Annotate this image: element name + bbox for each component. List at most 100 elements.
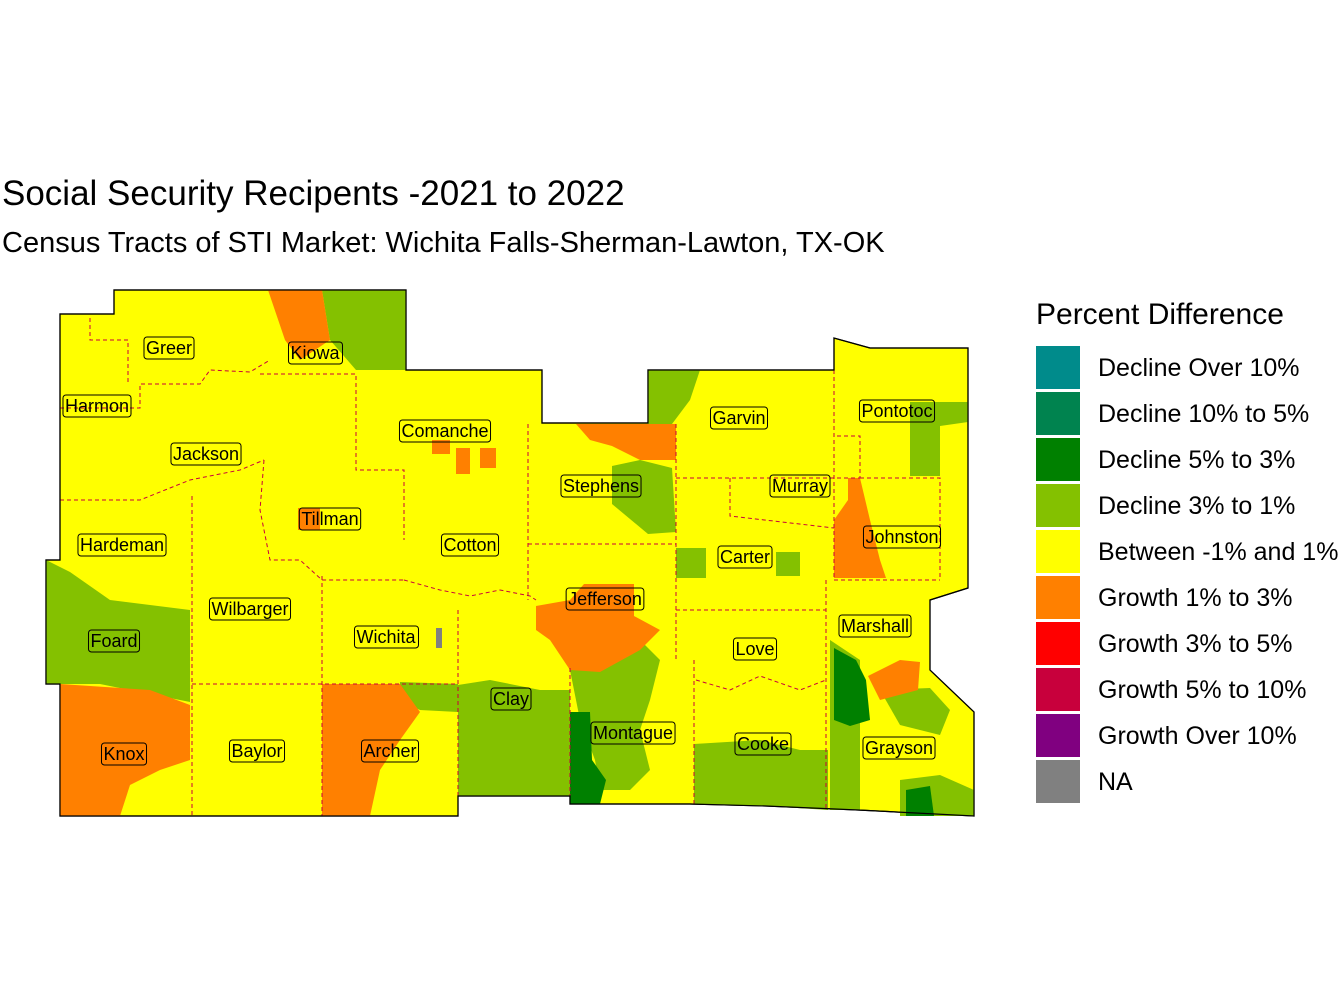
county-label-text: Cotton: [443, 535, 496, 555]
county-label-box: [398, 419, 492, 443]
stephens-ne-tract: [576, 424, 676, 460]
county-label-stephens: Stephens: [560, 474, 642, 498]
legend-label: Between -1% and 1%: [1098, 538, 1339, 566]
montague-dark-tract: [570, 712, 606, 804]
boundary: [60, 459, 265, 501]
county-label-murray: Murray: [769, 474, 831, 498]
county-label-box: [87, 629, 141, 653]
county-label-baylor: Baylor: [228, 739, 286, 763]
legend-swatch: [1036, 438, 1080, 481]
county-label-text: Montague: [593, 723, 673, 743]
grayson-east-tract: [880, 688, 950, 735]
county-label-marshall: Marshall: [838, 614, 912, 638]
county-label-text: Wilbarger: [211, 599, 288, 619]
county-label-box: [62, 394, 132, 418]
kiowa-ne-tract: [322, 290, 406, 370]
legend-label: Growth Over 10%: [1098, 722, 1297, 750]
county-label-box: [170, 442, 242, 466]
county-label-box: [862, 736, 936, 760]
wichita-na-tract: [436, 628, 442, 648]
region-border: [45, 289, 975, 817]
county-label-text: Tillman: [301, 509, 358, 529]
county-label-wilbarger: Wilbarger: [208, 597, 292, 621]
legend-label: Decline 5% to 3%: [1098, 446, 1296, 474]
county-label-text: Kiowa: [290, 343, 340, 363]
county-label-box: [440, 533, 500, 557]
legend-label: Decline 3% to 1%: [1098, 492, 1296, 520]
county-label-box: [709, 406, 769, 430]
pontotoc-tract: [910, 402, 968, 476]
map-title: Social Security Recipents -2021 to 2022: [2, 174, 625, 213]
county-label-box: [732, 637, 778, 661]
legend-label: Growth 5% to 10%: [1098, 676, 1307, 704]
county-label-text: Jackson: [173, 444, 239, 464]
clay-tract: [458, 680, 570, 796]
county-label-text: Archer: [363, 741, 416, 761]
marshall-tract: [868, 660, 920, 700]
county-label-kiowa: Kiowa: [287, 341, 343, 365]
county-label-box: [490, 687, 532, 711]
decline-5-to-3-areas: [570, 648, 934, 816]
johnston-tract: [834, 478, 886, 578]
county-label-knox: Knox: [100, 742, 148, 766]
county-label-box: [862, 525, 942, 549]
cooke-tract: [694, 740, 828, 810]
county-label-box: [717, 545, 773, 569]
county-label-text: Pontotoc: [861, 401, 932, 421]
boundary: [729, 478, 835, 529]
county-label-box: [298, 507, 362, 531]
archer-tract: [322, 684, 420, 816]
legend-swatch: [1036, 668, 1080, 711]
county-label-text: Foard: [90, 631, 137, 651]
legend-swatch: [1036, 484, 1080, 527]
county-label-text: Greer: [146, 338, 192, 358]
county-label-tillman: Tillman: [298, 507, 362, 531]
boundary: [60, 359, 271, 409]
county-label-harmon: Harmon: [62, 394, 132, 418]
county-label-hardeman: Hardeman: [77, 533, 167, 557]
county-label-comanche: Comanche: [398, 419, 492, 443]
county-label-text: Stephens: [563, 476, 639, 496]
county-label-box: [360, 739, 420, 763]
legend-title: Percent Difference: [1036, 298, 1284, 331]
county-label-box: [100, 742, 148, 766]
county-label-text: Wichita: [356, 627, 416, 647]
boundary: [260, 373, 405, 540]
county-label-cooke: Cooke: [734, 732, 792, 756]
county-label-clay: Clay: [490, 687, 532, 711]
jefferson-tract: [536, 584, 660, 672]
county-label-text: Baylor: [231, 741, 282, 761]
legend-swatch: [1036, 392, 1080, 435]
county-label-greer: Greer: [143, 336, 195, 360]
carter-tract-2: [776, 552, 800, 576]
county-label-text: Jefferson: [568, 589, 642, 609]
county-label-text: Hardeman: [80, 535, 164, 555]
county-label-carter: Carter: [717, 545, 773, 569]
boundary: [403, 579, 537, 601]
decline-3-to-1-areas: [46, 290, 974, 816]
county-label-text: Johnston: [865, 527, 938, 547]
tract-fills: [45, 289, 975, 817]
county-label-garvin: Garvin: [709, 406, 769, 430]
county-label-box: [560, 474, 642, 498]
county-labels: Greer Kiowa Harmon Jackson Comanche Tillman Ha…: [62, 336, 942, 766]
boundary: [695, 675, 827, 691]
county-label-text: Carter: [720, 547, 770, 567]
county-label-box: [287, 341, 343, 365]
county-label-foard: Foard: [87, 629, 141, 653]
county-label-box: [769, 474, 831, 498]
county-label-text: Marshall: [841, 616, 909, 636]
county-label-box: [77, 533, 167, 557]
county-label-box: [858, 399, 936, 423]
county-label-box: [590, 721, 676, 745]
legend-swatch: [1036, 346, 1080, 389]
county-label-text: Garvin: [712, 408, 765, 428]
county-label-montague: Montague: [590, 721, 676, 745]
county-label-cotton: Cotton: [440, 533, 500, 557]
county-label-box: [565, 587, 645, 611]
comanche-tract-3: [432, 440, 450, 454]
county-label-johnston: Johnston: [862, 525, 942, 549]
comanche-tract-1: [456, 448, 470, 474]
legend-swatch: [1036, 760, 1080, 803]
legend-swatch: [1036, 576, 1080, 619]
